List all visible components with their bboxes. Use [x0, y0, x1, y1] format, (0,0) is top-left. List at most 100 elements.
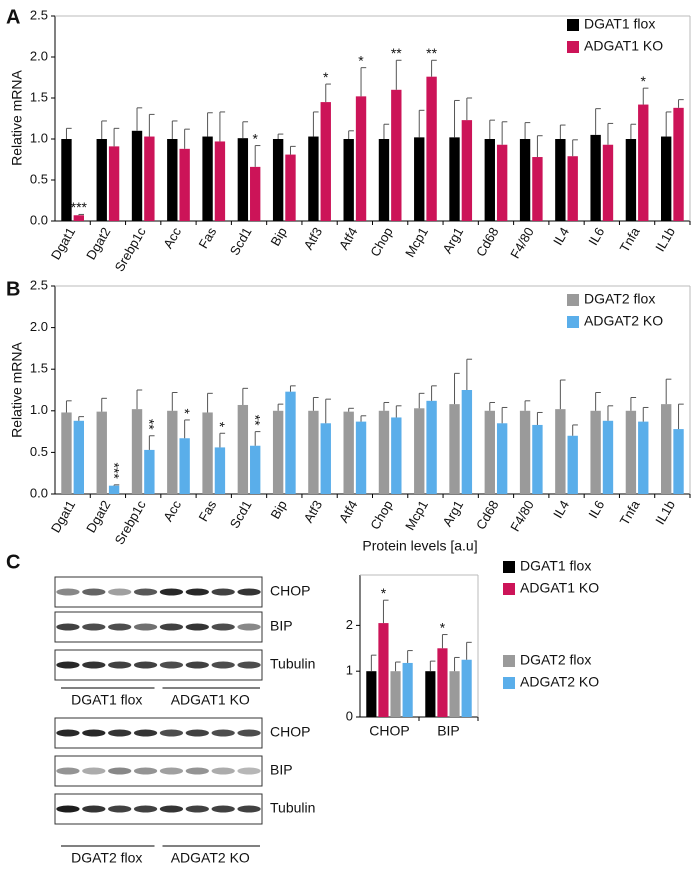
- bar: [355, 421, 367, 494]
- bar: [343, 411, 354, 494]
- x-tick-label: Dgat2: [83, 225, 113, 263]
- y-axis-label: Relative mRNA: [9, 342, 25, 438]
- bar: [414, 137, 425, 221]
- y-tick-label: 2.0: [30, 48, 48, 63]
- bar: [96, 139, 107, 221]
- bar: [519, 410, 531, 494]
- y-tick-label: 0.0: [30, 212, 48, 227]
- legend-swatch: [503, 561, 515, 573]
- error-bar: [524, 122, 531, 139]
- bar: [555, 409, 566, 494]
- bar: [555, 139, 566, 221]
- blot-band: [133, 805, 158, 813]
- x-tick-label: F4/80: [507, 498, 537, 534]
- bar: [179, 148, 190, 221]
- error-bar: [113, 484, 120, 486]
- bar: [237, 404, 249, 494]
- y-tick-label: 0: [346, 708, 353, 723]
- legend-label: ADGAT1 KO: [520, 580, 599, 596]
- x-tick-label: Tnfa: [617, 224, 643, 255]
- bar: [567, 435, 578, 494]
- significance-label: *: [641, 73, 647, 89]
- x-tick-label: Srebp1c: [112, 224, 149, 274]
- bar: [237, 138, 249, 221]
- bar: [567, 156, 578, 221]
- error-bar: [277, 133, 284, 139]
- bar: [144, 136, 155, 221]
- bar: [285, 391, 296, 494]
- bar: [437, 648, 448, 717]
- error-bar: [418, 392, 425, 409]
- bar: [449, 404, 460, 494]
- significance-label: *: [381, 585, 387, 601]
- error-bar: [395, 405, 402, 418]
- blot-band: [211, 588, 235, 596]
- legend-swatch: [503, 677, 515, 689]
- bar: [402, 662, 413, 717]
- error-bar: [395, 661, 401, 672]
- group-label: ADGAT1 KO: [171, 692, 250, 708]
- error-bar: [595, 108, 601, 135]
- bar: [673, 107, 684, 221]
- bar: [590, 410, 601, 494]
- y-tick-label: 1.5: [30, 89, 48, 104]
- y-tick-label: 1.5: [30, 361, 48, 376]
- blot-band: [108, 623, 132, 631]
- blot-band: [159, 588, 184, 596]
- x-tick-label: BIP: [437, 723, 460, 739]
- significance-label: ***: [71, 199, 88, 215]
- x-tick-label: Scd1: [227, 498, 255, 531]
- blot-band: [133, 729, 158, 737]
- blot-band: [211, 661, 235, 669]
- y-tick-label: 2.0: [30, 319, 48, 334]
- blot-band: [82, 623, 106, 631]
- x-tick-label: Arg1: [440, 225, 467, 256]
- blot-band: [108, 661, 132, 669]
- error-bar: [431, 385, 437, 401]
- blot-band: [108, 767, 132, 775]
- blot-band: [159, 729, 184, 737]
- bar: [638, 104, 649, 221]
- error-bar: [418, 109, 425, 138]
- bar: [638, 421, 649, 494]
- blot-row-label: BIP: [270, 618, 293, 634]
- bar: [167, 410, 178, 494]
- error-bar: [65, 127, 72, 139]
- x-tick-label: IL4: [550, 225, 572, 248]
- error-bar: [665, 111, 672, 137]
- error-bar: [454, 656, 460, 672]
- blot-band: [82, 661, 106, 669]
- bar: [366, 671, 377, 717]
- error-bar: [360, 67, 367, 97]
- bar: [461, 659, 472, 717]
- significance-label: *: [177, 408, 193, 414]
- y-tick-label: 0.0: [30, 485, 48, 500]
- x-tick-label: Mcp1: [402, 498, 431, 533]
- blot-band: [56, 805, 80, 813]
- error-bar: [642, 406, 649, 422]
- bar: [61, 139, 72, 221]
- bar: [61, 412, 72, 494]
- blot-row-label: BIP: [270, 762, 293, 778]
- bar: [73, 215, 84, 221]
- blot-band: [185, 805, 209, 813]
- error-bar: [630, 123, 637, 139]
- bar: [484, 139, 495, 221]
- error-bar: [630, 396, 637, 411]
- bar: [532, 424, 543, 494]
- bar: [343, 139, 354, 221]
- error-bar: [431, 59, 437, 77]
- blot-row-label: Tubulin: [270, 800, 315, 816]
- legend-swatch: [503, 655, 515, 667]
- error-bar: [148, 113, 155, 137]
- error-bar: [383, 123, 390, 139]
- error-bar: [348, 130, 354, 139]
- bar: [320, 102, 331, 221]
- bar: [308, 136, 319, 221]
- error-bar: [559, 379, 566, 410]
- x-tick-label: IL1b: [652, 498, 678, 527]
- error-bar: [289, 145, 296, 155]
- blot-band: [237, 729, 261, 737]
- error-bar: [607, 122, 614, 145]
- legend-swatch: [567, 316, 579, 328]
